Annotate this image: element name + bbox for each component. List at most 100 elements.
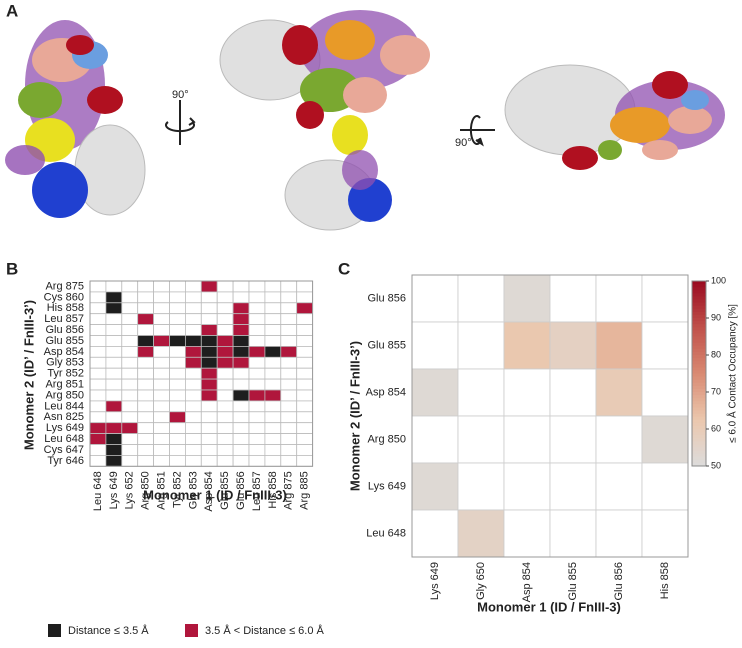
heat-cell — [184, 313, 202, 326]
heat-cell — [137, 389, 154, 402]
heat-cell — [121, 444, 139, 456]
heat-cell — [137, 444, 154, 456]
heat-cell — [105, 335, 123, 347]
heat-cell — [105, 302, 123, 315]
heat-cell — [232, 378, 250, 391]
rotation-label: 90° — [172, 89, 189, 101]
heat-cell — [280, 335, 298, 347]
heat-cell — [232, 433, 250, 445]
heat-cell — [169, 378, 186, 391]
heat-cell — [105, 313, 123, 326]
colorbar-step — [692, 416, 706, 421]
heat-cell — [549, 368, 597, 417]
heat-cell — [411, 274, 459, 323]
heat-cell — [264, 313, 282, 326]
heat-cell — [595, 415, 643, 464]
heat-cell — [153, 400, 170, 413]
x-axis-title: Monomer 1 (ID / FnIII-3) — [477, 599, 621, 614]
heat-cell — [105, 324, 123, 336]
heat-cell — [137, 335, 154, 347]
heat-cell — [641, 462, 689, 511]
rotation-icon — [165, 100, 196, 145]
heat-cell — [264, 291, 282, 304]
heat-cell — [457, 462, 505, 511]
y-tick-label: Leu 857 — [44, 313, 84, 325]
colorbar-step — [692, 379, 706, 384]
heat-cell — [89, 313, 107, 326]
colorbar-step — [692, 311, 706, 316]
heat-cell — [232, 291, 250, 304]
heat-cell — [153, 367, 170, 380]
heat-cell — [264, 356, 282, 369]
y-tick-label: Gly 853 — [46, 357, 84, 369]
heat-cell — [248, 302, 266, 315]
heat-cell — [169, 345, 186, 358]
x-tick-label: Glu 855 — [567, 562, 579, 601]
heat-cell — [595, 462, 643, 511]
heat-cell — [200, 378, 218, 391]
colorbar-step — [692, 444, 706, 448]
heat-cell — [200, 433, 218, 445]
heat-cell — [184, 378, 202, 391]
plot-frame — [411, 274, 689, 558]
heat-cell — [216, 356, 234, 369]
heat-cell — [216, 313, 234, 326]
heat-cell — [137, 324, 154, 336]
heat-cell — [296, 400, 314, 413]
heat-cell — [184, 324, 202, 336]
heat-cell — [184, 422, 202, 435]
heat-cell — [200, 444, 218, 456]
heat-cell — [264, 378, 282, 391]
heat-cell — [105, 367, 123, 380]
heat-cell — [153, 454, 170, 467]
colorbar-step — [692, 293, 706, 297]
heat-cell — [280, 313, 298, 326]
heat-cell — [280, 433, 298, 445]
colorbar-step — [692, 376, 706, 381]
heat-cell — [411, 368, 459, 417]
y-tick-label: Leu 844 — [44, 400, 84, 412]
heat-cell — [248, 356, 266, 369]
x-tick-label: Arg 850 — [140, 471, 152, 510]
heat-cell — [280, 400, 298, 413]
rotation-label: 90° — [455, 137, 472, 149]
protein-view-2 — [219, 10, 430, 231]
heat-cell — [89, 400, 107, 413]
heat-cell — [296, 454, 314, 467]
heat-cell — [264, 389, 282, 402]
heat-cell — [232, 444, 250, 456]
heat-cell — [232, 454, 250, 467]
y-tick-label: Tyr 646 — [47, 455, 84, 467]
y-tick-label: Arg 850 — [367, 433, 406, 445]
colorbar-step — [692, 314, 706, 319]
heat-cell — [457, 415, 505, 464]
heat-cell — [280, 345, 298, 358]
heat-cell — [264, 345, 282, 358]
heat-cell — [89, 378, 107, 391]
colorbar-step — [692, 296, 706, 300]
colorbar-tick-label: 50 — [711, 460, 721, 470]
heat-cell — [200, 324, 218, 336]
heat-cell — [411, 509, 459, 558]
x-tick-label: Arg 875 — [283, 471, 295, 510]
heat-cell — [264, 302, 282, 315]
heat-cell — [153, 335, 170, 347]
colorbar-step — [692, 453, 706, 458]
colorbar-step — [692, 345, 706, 350]
colorbar-tick-label: 80 — [711, 349, 721, 359]
y-tick-label: Lys 649 — [46, 422, 84, 434]
heat-cell — [457, 509, 505, 558]
colorbar-step — [692, 450, 706, 455]
heat-cell — [264, 454, 282, 467]
colorbar-step — [692, 351, 706, 356]
heat-cell — [216, 280, 234, 293]
heat-cell — [89, 367, 107, 380]
y-tick-label: Glu 855 — [367, 339, 406, 351]
heat-cell — [595, 509, 643, 558]
colorbar-step — [692, 459, 706, 464]
heat-cell — [216, 411, 234, 424]
heat-cell — [184, 335, 202, 347]
y-tick-label: Glu 856 — [367, 292, 406, 304]
heat-cell — [232, 324, 250, 336]
legend-swatch — [185, 624, 198, 637]
